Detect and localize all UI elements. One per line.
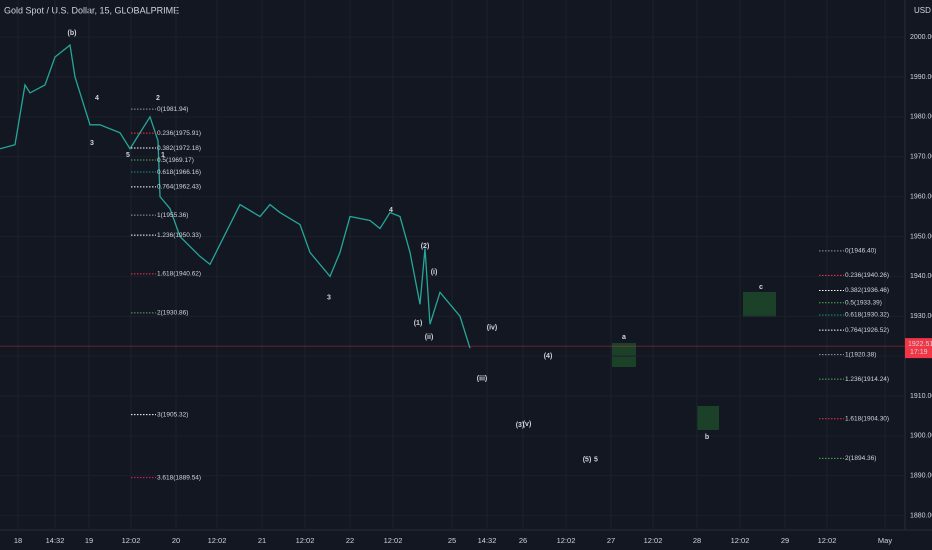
wave-label: 3 bbox=[90, 140, 94, 147]
wave-label: 3 bbox=[327, 295, 331, 302]
target-box-c bbox=[743, 292, 776, 317]
x-tick-label: 21 bbox=[258, 536, 266, 545]
wave-label: (4) bbox=[544, 353, 553, 360]
x-tick-label: 12:02 bbox=[818, 536, 837, 545]
fib-label: 2(1930.86) bbox=[157, 310, 188, 317]
wave-label: (5) bbox=[583, 457, 592, 464]
x-tick-label: 14:32 bbox=[478, 536, 497, 545]
x-tick-label: May bbox=[878, 536, 892, 545]
x-tick-label: 12:02 bbox=[208, 536, 227, 545]
wave-label: (i) bbox=[431, 269, 438, 276]
x-tick-label: 18 bbox=[14, 536, 22, 545]
x-tick-label: 26 bbox=[519, 536, 527, 545]
wave-label: b bbox=[705, 434, 709, 441]
wave-label: (b) bbox=[68, 30, 77, 37]
fib-label: 3.618(1889.54) bbox=[157, 474, 201, 481]
wave-label: 4 bbox=[95, 95, 99, 102]
fib-label: 1.618(1904.30) bbox=[845, 415, 889, 422]
y-tick-label: 1910.00 bbox=[910, 393, 932, 400]
x-tick-label: 14:32 bbox=[46, 536, 65, 545]
fib-label: 0.5(1933.39) bbox=[845, 299, 882, 306]
fib-label: 0.764(1962.43) bbox=[157, 184, 201, 191]
price-line bbox=[0, 43, 471, 349]
fib-label: 2(1894.36) bbox=[845, 455, 876, 462]
x-tick-label: 12:02 bbox=[731, 536, 750, 545]
y-tick-label: 1980.00 bbox=[910, 114, 932, 121]
y-tick-label: 1950.00 bbox=[910, 233, 932, 240]
fib-label: 0.764(1926.52) bbox=[845, 327, 889, 334]
y-tick-label: 1930.00 bbox=[910, 313, 932, 320]
wave-label: 4 bbox=[389, 207, 393, 214]
fib-label: 0(1981.94) bbox=[157, 106, 188, 113]
y-tick-label: 1890.00 bbox=[910, 473, 932, 480]
fib-label: 1(1955.36) bbox=[157, 212, 188, 219]
x-tick-label: 29 bbox=[781, 536, 789, 545]
fib-label: 1.236(1914.24) bbox=[845, 376, 889, 383]
fib-label: 1(1920.38) bbox=[845, 351, 876, 358]
y-tick-label: 1900.00 bbox=[910, 433, 932, 440]
fib-label: 0.236(1975.91) bbox=[157, 130, 201, 137]
currency: USD bbox=[914, 6, 931, 15]
target-box-a bbox=[612, 343, 636, 367]
wave-label: c bbox=[759, 284, 763, 291]
fib-label: 1.236(1950.33) bbox=[157, 232, 201, 239]
fib-label: 1.618(1940.62) bbox=[157, 271, 201, 278]
wave-label: (v) bbox=[523, 421, 532, 428]
fib-label: 3(1905.32) bbox=[157, 411, 188, 418]
x-tick-label: 12:02 bbox=[557, 536, 576, 545]
fib-label: 0.236(1940.26) bbox=[845, 272, 889, 279]
x-tick-label: 19 bbox=[85, 536, 93, 545]
x-tick-label: 27 bbox=[607, 536, 615, 545]
fib-label: 0.382(1936.46) bbox=[845, 287, 889, 294]
fib-label: 0.5(1969.17) bbox=[157, 157, 194, 164]
wave-label: 1 bbox=[161, 152, 165, 159]
fib-label: 0.618(1930.32) bbox=[845, 312, 889, 319]
y-tick-label: 1970.00 bbox=[910, 154, 932, 161]
fib-label: 0.618(1966.16) bbox=[157, 169, 201, 176]
x-tick-label: 28 bbox=[693, 536, 701, 545]
last-price-box bbox=[905, 338, 932, 359]
x-tick-label: 12:02 bbox=[296, 536, 315, 545]
wave-label: (1) bbox=[414, 320, 423, 327]
wave-label: (iii) bbox=[477, 376, 488, 383]
y-tick-label: 2000.00 bbox=[910, 34, 932, 41]
y-tick-label: 1940.00 bbox=[910, 273, 932, 280]
wave-label: a bbox=[622, 334, 626, 341]
chart-title: Gold Spot / U.S. Dollar, 15, GLOBALPRIME bbox=[4, 5, 179, 15]
last-price-time: 17:19 bbox=[910, 349, 928, 356]
fib-label: 0(1946.40) bbox=[845, 248, 876, 255]
wave-label: 2 bbox=[156, 95, 160, 102]
x-tick-label: 12:02 bbox=[122, 536, 141, 545]
target-box-b bbox=[697, 406, 719, 430]
wave-label: 5 bbox=[126, 152, 130, 159]
last-price-label: 1922.51 bbox=[908, 341, 932, 348]
x-tick-label: 22 bbox=[346, 536, 354, 545]
y-tick-label: 1960.00 bbox=[910, 193, 932, 200]
wave-label: (3) bbox=[516, 422, 525, 429]
wave-label: (2) bbox=[421, 243, 430, 250]
y-tick-label: 1990.00 bbox=[910, 74, 932, 81]
fib-label: 0.382(1972.18) bbox=[157, 145, 201, 152]
x-tick-label: 25 bbox=[448, 536, 456, 545]
x-tick-label: 12:02 bbox=[384, 536, 403, 545]
wave-label: (iv) bbox=[487, 325, 498, 332]
wave-label: (ii) bbox=[425, 334, 434, 341]
x-tick-label: 20 bbox=[172, 536, 180, 545]
y-tick-label: 1880.00 bbox=[910, 512, 932, 519]
x-tick-label: 12:02 bbox=[644, 536, 663, 545]
wave-label: 5 bbox=[594, 457, 598, 464]
